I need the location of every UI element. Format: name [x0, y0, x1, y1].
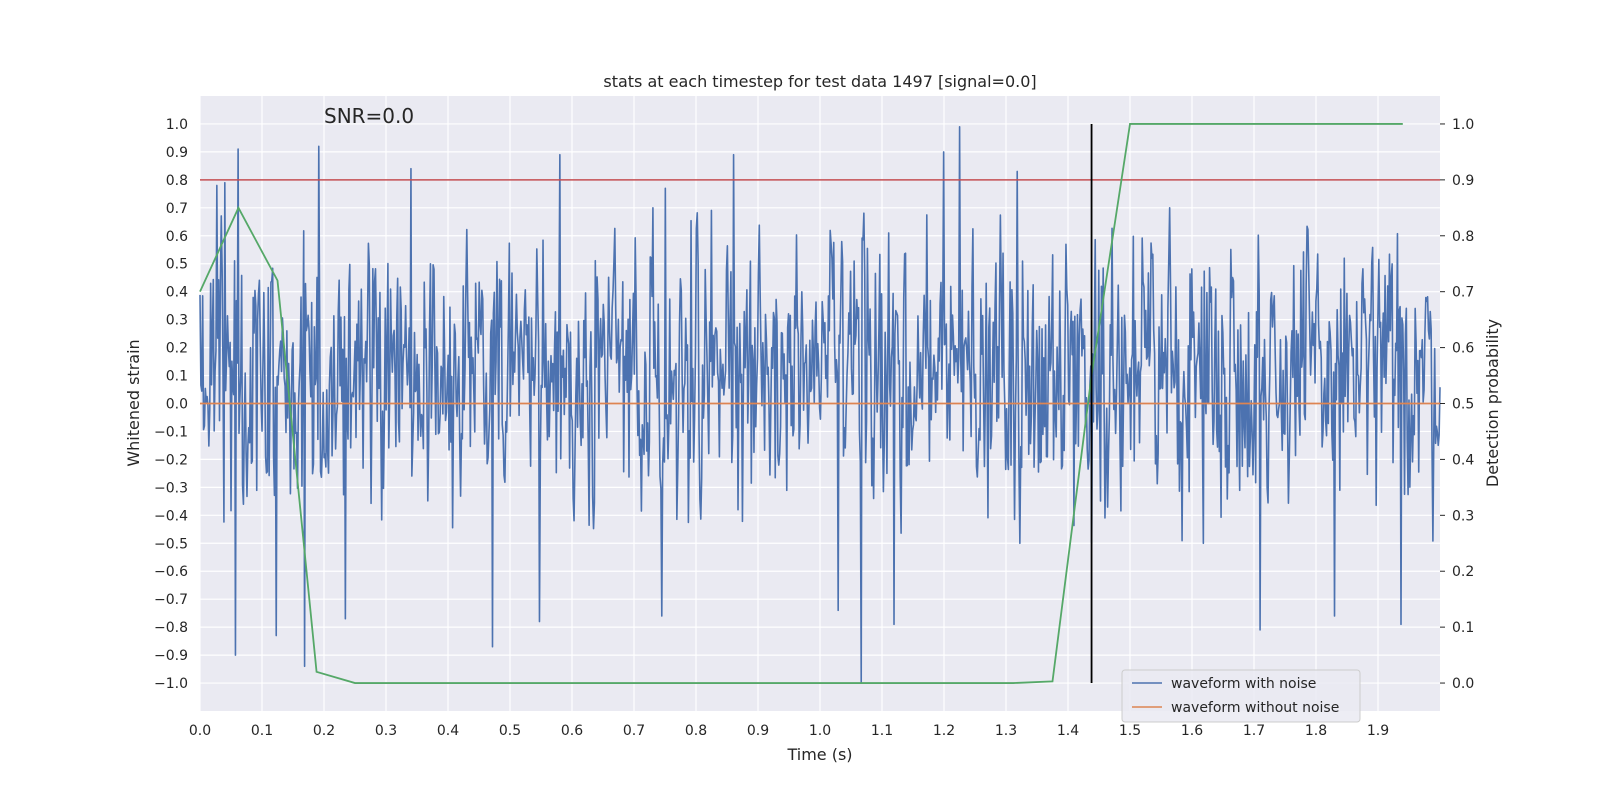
- series-detection-probability: [199, 123, 1403, 684]
- y2-tick-label: 0.2: [1452, 564, 1474, 580]
- x-tick-label: 0.1: [251, 723, 273, 739]
- legend-box: [1121, 669, 1361, 723]
- y2-tick-label: 0.7: [1452, 285, 1474, 301]
- x-tick-label: 1.0: [809, 723, 831, 739]
- y-tick-label: 0.0: [166, 397, 188, 413]
- x-tick-label: 1.3: [995, 723, 1017, 739]
- y-tick-label: 0.6: [166, 229, 188, 245]
- y-tick-label: 0.9: [166, 145, 188, 161]
- x-tick-label: 0.0: [189, 723, 211, 739]
- y-tick-label: −0.4: [154, 508, 188, 524]
- x-tick-label: 1.4: [1057, 723, 1079, 739]
- snr-annotation: SNR=0.0: [324, 104, 414, 128]
- x-tick-label: 1.2: [933, 723, 955, 739]
- x-tick-label: 0.2: [313, 723, 335, 739]
- y-tick-label: 0.7: [166, 201, 188, 217]
- y2-tick-label: 0.8: [1452, 229, 1474, 245]
- y-axis-label: Whitened strain: [124, 339, 143, 466]
- y-tick-label: 0.5: [166, 257, 188, 273]
- y2-tick-label: 0.0: [1452, 676, 1474, 692]
- y2-axis-label: Detection probability: [1483, 319, 1502, 487]
- x-tick-label: 1.5: [1119, 723, 1141, 739]
- y-tick-label: −0.9: [154, 648, 188, 664]
- y-tick-label: −0.8: [154, 620, 188, 636]
- x-tick-label: 1.1: [871, 723, 893, 739]
- legend-label-clean: waveform without noise: [1171, 700, 1339, 716]
- x-tick-label: 0.6: [561, 723, 583, 739]
- y-tick-label: 0.1: [166, 369, 188, 385]
- y2-tick-label: 0.9: [1452, 173, 1474, 189]
- y-tick-label: 0.4: [166, 285, 188, 301]
- x-tick-label: 0.9: [747, 723, 769, 739]
- y2-tick-label: 0.1: [1452, 620, 1474, 636]
- y2-tick-label: 0.5: [1452, 397, 1474, 413]
- y2-tick-label: 0.6: [1452, 341, 1474, 357]
- y-tick-label: 0.2: [166, 341, 188, 357]
- x-tick-label: 0.8: [685, 723, 707, 739]
- y-tick-label: −0.1: [154, 424, 188, 440]
- y-tick-label: 0.8: [166, 173, 188, 189]
- series-waveform-with-noise: [199, 125, 1441, 684]
- y2-tick-label: 1.0: [1452, 117, 1474, 133]
- y-tick-label: −0.5: [154, 536, 188, 552]
- y-tick-label: −0.7: [154, 592, 188, 608]
- series-layer: [199, 123, 1441, 684]
- y-tick-label: 1.0: [166, 117, 188, 133]
- x-tick-label: 0.4: [437, 723, 459, 739]
- y-tick-label: 0.3: [166, 313, 188, 329]
- y-axis-ticks: 1.0 0.9 0.8 0.7 0.6 0.5 0.4 0.3 0.2 0.1 0.0 −0.1 −0.…: [154, 117, 188, 692]
- y-tick-label: −0.3: [154, 480, 188, 496]
- y-tick-label: −1.0: [154, 676, 188, 692]
- x-tick-label: 0.7: [623, 723, 645, 739]
- x-tick-label: 0.5: [499, 723, 521, 739]
- legend: waveform with noise waveform without noi…: [1121, 669, 1361, 723]
- legend-label-noise: waveform with noise: [1171, 676, 1316, 692]
- x-tick-label: 1.9: [1367, 723, 1389, 739]
- x-tick-label: 1.7: [1243, 723, 1265, 739]
- x-tick-label: 0.3: [375, 723, 397, 739]
- y2-tick-label: 0.4: [1452, 452, 1474, 468]
- chart-title: stats at each timestep for test data 149…: [603, 72, 1036, 91]
- x-axis-ticks: 0.0 0.1 0.2 0.3 0.4 0.5 0.6 0.7 0.8 0.9 1.0 1.1 1.2 1…: [189, 723, 1389, 739]
- x-tick-label: 1.8: [1305, 723, 1327, 739]
- y2-axis-ticks: 1.0 0.9 0.8 0.7 0.6 0.5 0.4 0.3 0.2 0.1 0.0: [1440, 117, 1474, 692]
- x-tick-label: 1.6: [1181, 723, 1203, 739]
- x-axis-label: Time (s): [786, 745, 852, 764]
- y2-tick-label: 0.3: [1452, 508, 1474, 524]
- y-tick-label: −0.2: [154, 452, 188, 468]
- y-tick-label: −0.6: [154, 564, 188, 580]
